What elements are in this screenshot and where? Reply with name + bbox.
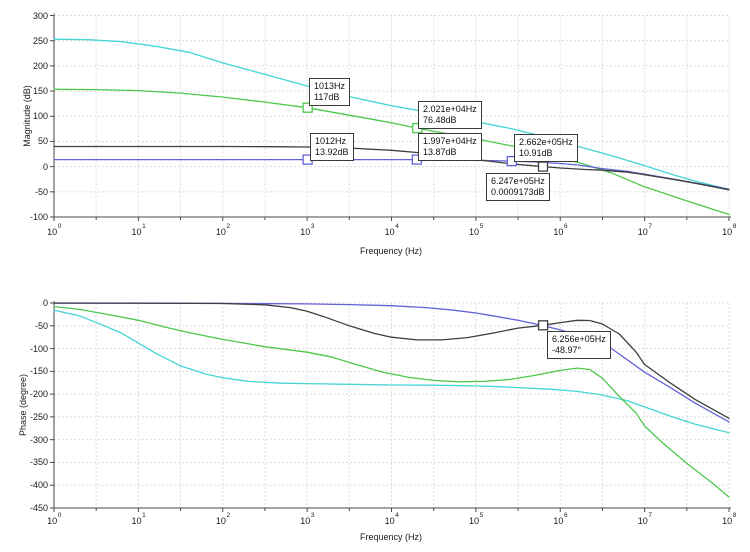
cursor-label-black-1[interactable]: 6.247e+05Hz 0.0009173dB <box>486 173 550 201</box>
cursor-freq: 2.662e+05Hz <box>519 137 573 147</box>
cursor-label-green-2[interactable]: 2.021e+04Hz 76.48dB <box>418 101 482 129</box>
phase-trace-blue <box>53 302 730 423</box>
cursor-value: 10.91dB <box>519 148 553 158</box>
cursor-label-blue-1[interactable]: 1012Hz 13.92dB <box>310 133 354 161</box>
cursor-marker[interactable] <box>302 102 313 113</box>
cursor-marker[interactable] <box>537 161 549 172</box>
cursor-value: 76.48dB <box>423 115 457 125</box>
cursor-freq: 6.247e+05Hz <box>491 176 545 186</box>
cursor-label-phase-black[interactable]: 6.256e+05Hz -48.97° <box>547 331 611 359</box>
cursor-freq: 2.021e+04Hz <box>423 104 477 114</box>
cursor-value: 13.92dB <box>315 147 349 157</box>
cursor-value: 13.87dB <box>423 147 457 157</box>
cursor-label-blue-3[interactable]: 2.662e+05Hz 10.91dB <box>514 134 578 162</box>
magnitude-trace-black <box>53 145 730 191</box>
cursor-marker[interactable] <box>537 320 549 331</box>
phase-trace-black <box>53 302 730 419</box>
magnitude-trace-green <box>53 88 730 216</box>
cursor-value: 0.0009173dB <box>491 187 545 197</box>
magnitude-plot-area <box>50 13 731 221</box>
magnitude-xaxis-title: Frequency (Hz) <box>359 246 423 256</box>
phase-xaxis-title: Frequency (Hz) <box>359 532 423 542</box>
phase-plot-area <box>50 301 731 512</box>
cursor-freq: 6.256e+05Hz <box>552 334 606 344</box>
cursor-value: -48.97° <box>552 345 582 355</box>
phase-trace-green <box>53 305 730 498</box>
cursor-freq: 1.997e+04Hz <box>423 136 477 146</box>
cursor-freq: 1013Hz <box>314 81 346 91</box>
cursor-freq: 1012Hz <box>315 136 347 146</box>
cursor-label-blue-2[interactable]: 1.997e+04Hz 13.87dB <box>418 133 482 161</box>
cursor-label-green-1[interactable]: 1013Hz 117dB <box>309 78 351 106</box>
cursor-value: 117dB <box>314 92 340 102</box>
